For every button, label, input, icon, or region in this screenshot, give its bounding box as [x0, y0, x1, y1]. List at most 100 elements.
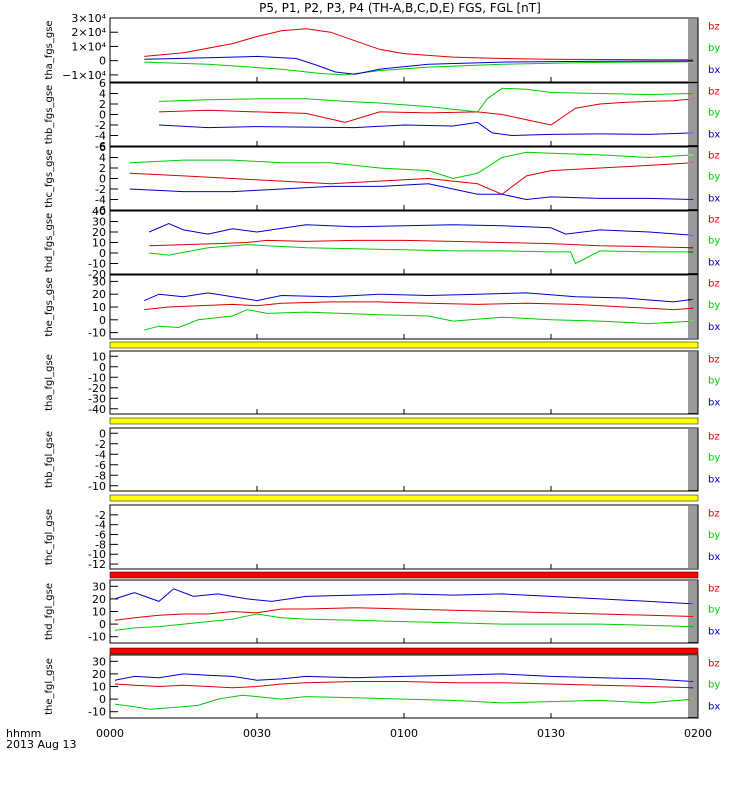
y-tick-label: 30 — [92, 580, 106, 593]
legend-bx: bx — [708, 257, 720, 268]
separator-bar-yellow — [109, 417, 699, 425]
y-tick-label: 2×10⁴ — [71, 26, 106, 39]
y-tick-label: -20 — [88, 382, 106, 395]
y-tick-label: 4 — [99, 152, 106, 165]
series-bx-line — [158, 121, 694, 137]
series-bx-line — [144, 55, 694, 75]
series-by-line — [129, 151, 694, 180]
panel-thb_fgl_gse: 0-2-4-6-8-10 thb_fgl_gse bz by bx — [44, 427, 720, 493]
y-tick-label: -30 — [88, 392, 106, 405]
y-tick-label: 2 — [99, 162, 106, 175]
y-tick-label: -10 — [88, 548, 106, 561]
series-bz-line — [114, 681, 694, 689]
series-bz-line — [149, 239, 694, 249]
legend-bz: bz — [708, 355, 720, 366]
y-tick-label: 30 — [92, 275, 106, 288]
y-axis-label: thc_fgl_gse — [44, 509, 55, 565]
y-axis-label: the_fgl_gse — [44, 658, 55, 715]
y-tick-label: -6 — [95, 529, 106, 542]
y-tick-label: 6 — [99, 141, 106, 154]
panel-frame — [109, 210, 699, 275]
y-tick-label: 1×10⁴ — [71, 40, 106, 53]
y-tick-label: -6 — [95, 140, 106, 153]
panel-frame — [109, 350, 699, 415]
panel-frame — [109, 579, 699, 644]
separator-bar-yellow — [109, 494, 699, 502]
y-tick-label: -8 — [95, 538, 106, 551]
y-tick-label: -20 — [88, 268, 106, 281]
y-tick-label: 0 — [99, 427, 106, 440]
y-tick-label: 0 — [99, 247, 106, 260]
y-tick-label: -10 — [88, 327, 106, 340]
y-tick-label: -8 — [95, 469, 106, 482]
time-axis-label: hhmm — [6, 727, 41, 740]
y-tick-label: 3×10⁴ — [71, 12, 106, 25]
legend-by: by — [708, 235, 720, 246]
legend-by: by — [708, 107, 720, 118]
legend-bx: bx — [708, 552, 720, 563]
y-tick-label: 0 — [99, 109, 106, 122]
y-tick-label: 10 — [92, 301, 106, 314]
y-axis-label: thd_fgl_gse — [44, 583, 55, 640]
legend-bz: bz — [708, 151, 720, 162]
y-axis-label: tha_fgl_gse — [44, 354, 55, 411]
y-axis-label: thc_fgs_gse — [44, 149, 55, 208]
legend-by: by — [708, 171, 720, 182]
series-bx-line — [114, 588, 694, 605]
panel-frame — [109, 654, 699, 719]
panel-frame — [109, 504, 699, 570]
y-tick-label: -4 — [95, 130, 106, 143]
x-tick-label: 0200 — [684, 727, 712, 740]
y-tick-label: -6 — [95, 204, 106, 217]
series-bz-line — [144, 301, 694, 311]
date-label: 2013 Aug 13 — [6, 738, 76, 751]
legend-bz: bz — [708, 659, 720, 670]
x-tick-label: 0000 — [96, 727, 124, 740]
y-tick-label: 20 — [92, 668, 106, 681]
y-tick-label: -10 — [88, 371, 106, 384]
y-axis-label: tha_fgs_gse — [44, 20, 55, 79]
legend-bx: bx — [708, 65, 720, 76]
y-tick-label: -10 — [88, 631, 106, 644]
legend-bz: bz — [708, 22, 720, 33]
y-tick-label: 0 — [99, 361, 106, 374]
separator-bar-yellow — [109, 341, 699, 349]
legend-bz: bz — [708, 279, 720, 290]
y-tick-label: 20 — [92, 226, 106, 239]
y-tick-label: 20 — [92, 288, 106, 301]
y-tick-label: 10 — [92, 681, 106, 694]
panel-tha_fgl_gse: 100-10-20-30-40 tha_fgl_gse bz by bx — [44, 350, 720, 416]
legend-by: by — [708, 604, 720, 615]
chart-title: P5, P1, P2, P3, P4 (TH-A,B,C,D,E) FGS, F… — [259, 1, 541, 15]
series-bx-line — [129, 183, 694, 201]
legend-by: by — [708, 375, 720, 386]
legend-by: by — [708, 679, 720, 690]
legend-by: by — [708, 530, 720, 541]
panel-frame — [109, 82, 699, 147]
y-axis-label: the_fgs_gse — [44, 277, 55, 336]
series-bz-line — [158, 98, 694, 126]
series-by-line — [144, 61, 694, 76]
y-tick-label: 30 — [92, 216, 106, 229]
y-tick-label: 0 — [99, 55, 106, 68]
y-tick-label: -10 — [88, 480, 106, 493]
y-axis-label: thb_fgl_gse — [44, 431, 55, 488]
separator-bar-red — [109, 647, 699, 655]
y-tick-label: -4 — [95, 448, 106, 461]
y-tick-label: -10 — [88, 706, 106, 719]
y-tick-label: 0 — [99, 173, 106, 186]
separator-bars — [109, 341, 699, 655]
legend-by: by — [708, 43, 720, 54]
y-tick-label: 30 — [92, 655, 106, 668]
y-tick-label: −1×10⁴ — [62, 69, 106, 82]
y-tick-label: -2 — [95, 438, 106, 451]
y-tick-label: 6 — [99, 77, 106, 90]
